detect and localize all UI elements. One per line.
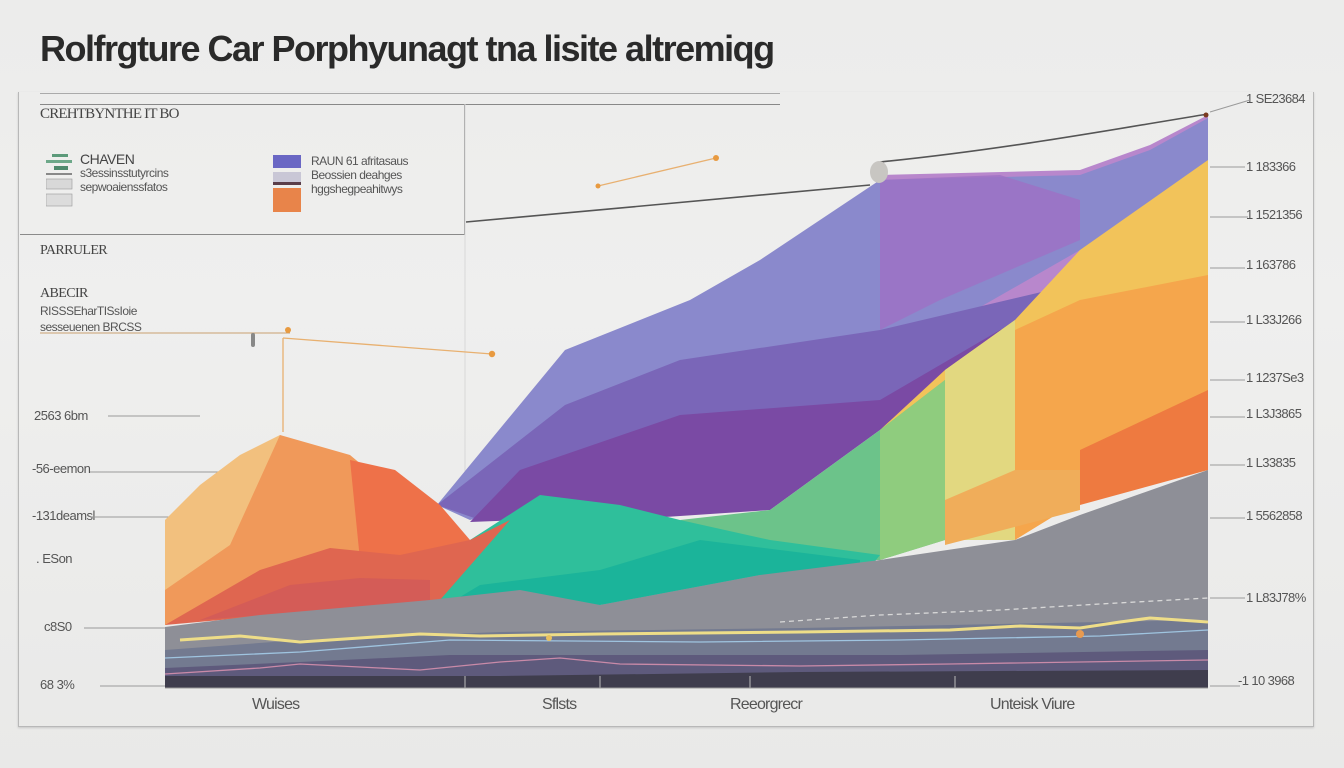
legend-line: s3essinsstutyrcins	[80, 166, 169, 180]
legend-line: sepwoaienssfatos	[80, 180, 168, 194]
y-tick-right: 1 1237Se3	[1246, 370, 1304, 385]
block-title: ABECIR	[40, 286, 88, 301]
x-tick: Unteisk Viure	[990, 696, 1075, 713]
series-orange-lower	[945, 470, 1080, 545]
right-tick-lines	[1209, 99, 1251, 687]
x-tick: Sflsts	[542, 696, 577, 713]
x-tick: Reeorgrecr	[730, 696, 803, 713]
chart-title: Rolfrgture Car Porphyunagt tna lisite al…	[40, 28, 775, 69]
dashed-line	[779, 597, 1209, 623]
series-green-light	[880, 380, 945, 560]
series-dark-base	[165, 670, 1208, 688]
series-green	[680, 380, 945, 560]
y-tick-left: 68 3%	[40, 677, 75, 692]
legend-swatch-purple	[273, 155, 301, 168]
legend-swatch-orange	[273, 188, 301, 212]
divider	[40, 104, 780, 105]
series-coral	[350, 460, 470, 575]
legend-item: RAUN 61 afritasaus	[311, 154, 409, 168]
series-violet-top	[880, 175, 1080, 330]
trend-line-upper	[879, 113, 1209, 163]
legend-item: Beossien deahges	[311, 168, 402, 182]
y-tick-right: 1 183366	[1246, 159, 1296, 174]
series-orange-deep	[1080, 390, 1208, 505]
divider	[20, 234, 464, 235]
y-tick-right: 1 L33J266	[1246, 312, 1302, 327]
y-tick-left: c8S0	[44, 619, 72, 634]
legend-item: hggshegpeahitwys	[311, 182, 403, 196]
y-tick-left: -131deamsl	[32, 508, 95, 523]
y-tick-right: 1 L83J78%	[1246, 590, 1306, 605]
trend-line	[465, 184, 871, 223]
y-tick-right: 1 163786	[1246, 257, 1296, 272]
left-tick-lines	[40, 332, 290, 687]
x-tick: Wuises	[252, 696, 300, 713]
series-red	[200, 578, 430, 620]
y-tick-right: 1 L3J3865	[1246, 406, 1302, 421]
y-tick-right: -1 10 3968	[1238, 673, 1295, 688]
y-tick-left: -56-eemon	[32, 461, 91, 476]
section-title: PARRULER	[40, 243, 108, 258]
legend-group-left: CHAVEN s3essinsstutyrcins sepwoaienssfat…	[80, 151, 169, 194]
block-line: RISSSEharTISsIoie	[40, 304, 137, 318]
marker-knob	[870, 161, 888, 183]
y-tick-left: 2563 6bm	[34, 408, 88, 423]
y-tick-right: 1 SE23684	[1246, 91, 1306, 106]
y-tick-right: 1 5562858	[1246, 508, 1303, 523]
chart-frame	[18, 92, 1314, 727]
legend-swatch-gray	[273, 172, 301, 185]
pink-line	[164, 657, 1209, 675]
light-blue-line	[164, 629, 1209, 659]
legend-group-right: RAUN 61 afritasaus Beossien deahges hggs…	[311, 154, 409, 196]
stacked-bars-icon	[46, 154, 73, 207]
legend-heading: CREHTBYNTHE IT BO	[40, 106, 179, 122]
divider	[40, 93, 780, 94]
y-tick-right: 1 L33835	[1246, 455, 1296, 470]
block-line: sesseuenen BRCSS	[40, 320, 142, 334]
yellow-line	[179, 616, 1209, 644]
legend-group-title: CHAVEN	[80, 151, 135, 167]
y-tick-right: 1 1521356	[1246, 207, 1303, 222]
y-tick-left: . ESon	[36, 551, 73, 566]
